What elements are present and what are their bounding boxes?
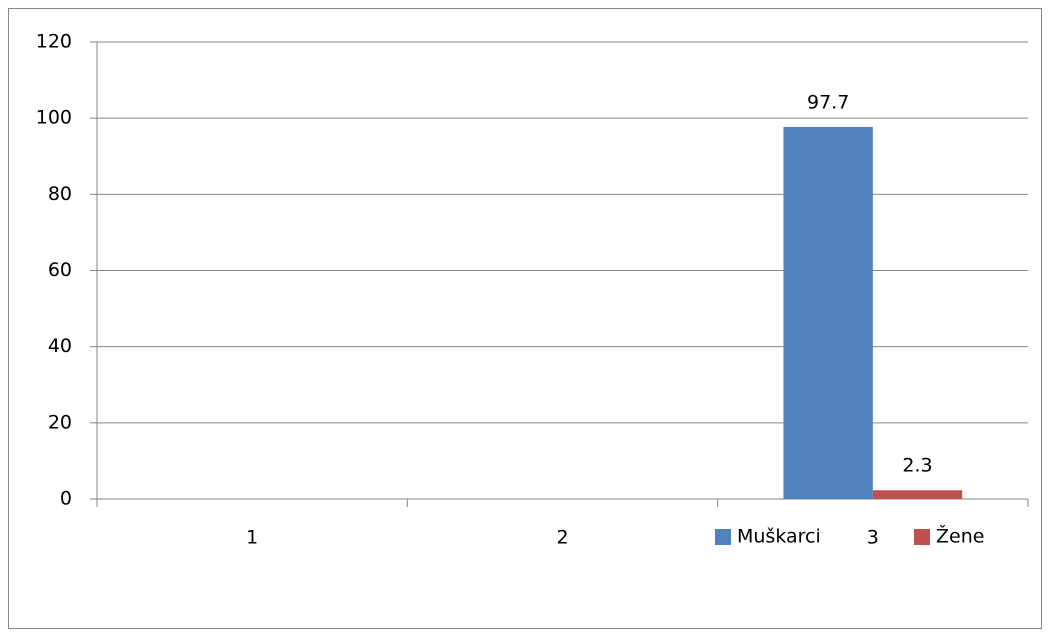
- x-tick-label: 3: [867, 527, 879, 549]
- legend-swatch: [914, 529, 930, 545]
- x-tick-label: 2: [556, 527, 568, 549]
- y-tick-label: 20: [48, 411, 72, 433]
- x-tick-label: 1: [246, 527, 258, 549]
- y-tick-label: 40: [48, 335, 72, 357]
- data-label: 2.3: [902, 455, 932, 477]
- legend-label: Žene: [936, 525, 984, 548]
- y-tick-label: 100: [36, 107, 72, 129]
- y-tick-label: 60: [48, 259, 72, 281]
- y-tick-label: 120: [36, 31, 72, 53]
- legend-label: Muškarci: [737, 526, 821, 548]
- chart-border: [8, 8, 1042, 629]
- legend-swatch: [715, 529, 731, 545]
- y-tick-label: 0: [60, 488, 72, 510]
- y-tick-label: 80: [48, 183, 72, 205]
- data-label: 97.7: [807, 91, 849, 113]
- bar: [783, 126, 873, 499]
- bar: [872, 490, 963, 499]
